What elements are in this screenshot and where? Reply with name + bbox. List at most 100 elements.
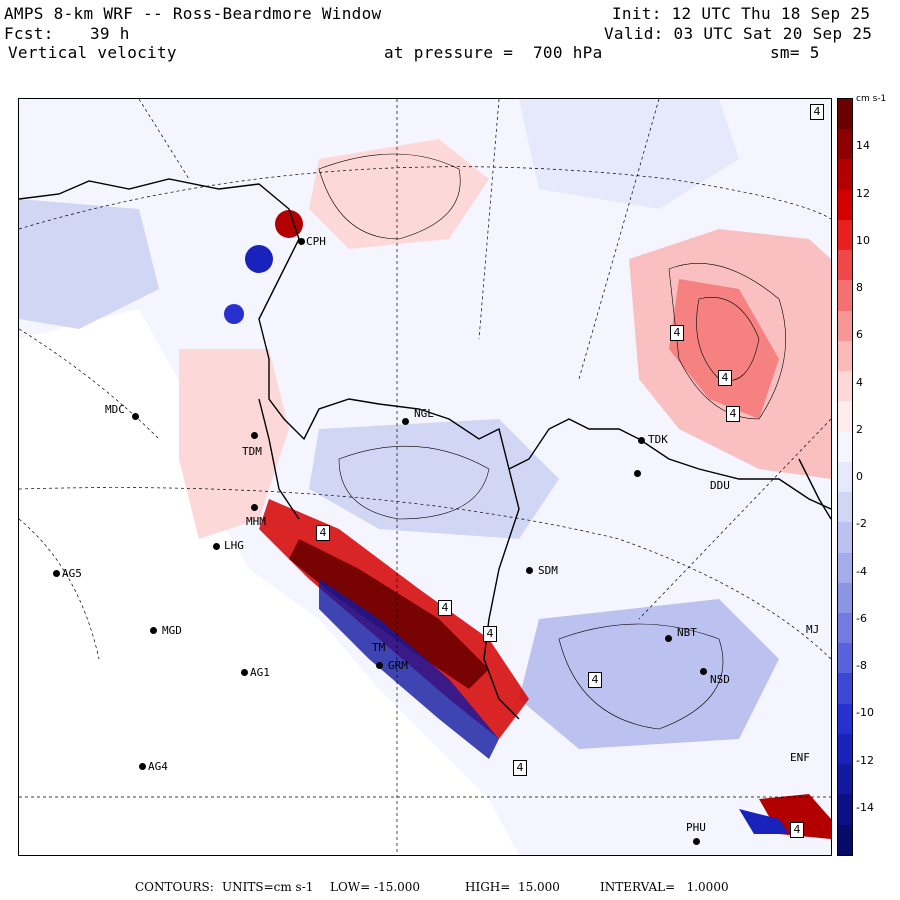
contour-lines [318,153,786,730]
colorbar-segment [838,250,852,281]
colorbar-segment [838,612,852,644]
colorbar-segment [838,371,852,402]
colorbar-segment [838,703,852,734]
contour-label: 4 [438,600,452,616]
contour-label: 4 [810,104,824,120]
downward-motion-region-northwest [19,199,159,329]
station-marker [251,504,258,511]
colorbar-tick-label: -10 [856,706,874,720]
station-label: NGL [414,407,434,420]
station-label: AG4 [148,760,168,773]
mountain-downdraft-band [319,579,499,759]
station-label: TDM [242,445,262,458]
station-marker [298,238,305,245]
colorbar-segment [838,280,852,311]
colorbar-tick-label: -6 [856,611,867,625]
colorbar-segment [838,461,852,493]
colorbar-tick-label: 14 [856,139,870,153]
forecast-hour: 39 h [90,24,130,43]
cph-updraft [275,210,303,238]
station-marker [402,418,409,425]
map-panel [18,98,832,856]
valid-time: Valid: 03 UTC Sat 20 Sep 25 [604,24,873,43]
station-marker [526,567,533,574]
colorbar-segment [838,643,852,674]
station-label: PHU [686,821,706,834]
colorbar-segment [838,159,852,190]
station-label: AG1 [250,666,270,679]
downward-motion-region-center [309,419,559,539]
map-canvas [19,99,831,855]
station-marker [376,662,383,669]
cph-downdraft [245,245,273,273]
footer-contours-label: CONTOURS: [135,880,214,894]
colorbar-segment [838,189,852,220]
colorbar-segment [838,733,852,765]
init-time: Init: 12 UTC Thu 18 Sep 25 [612,4,871,23]
station-marker [139,763,146,770]
station-marker [665,635,672,642]
ice-shelf-area [19,309,519,855]
colorbar-tick-label: 6 [856,328,863,342]
footer-low: LOW= -15.000 [330,880,421,894]
latlon-grid [19,99,831,855]
colorbar-tick-label: 4 [856,375,863,389]
station-label: GRM [388,659,408,672]
contour-label: 4 [316,525,330,541]
colorbar-tick-label: -14 [856,800,874,814]
contour-label: 4 [483,626,497,642]
contour-label: 4 [790,822,804,838]
upward-motion-core-east [669,279,779,419]
colorbar-tick-label: -8 [856,659,867,672]
colorbar-segment [838,582,852,613]
station-label: LHG [224,539,244,552]
colorbar-tick-label: -4 [856,564,867,578]
downward-motion-region-south [519,599,779,749]
footer-interval: INTERVAL= 1.0000 [600,880,729,894]
upward-motion-region-north [309,139,489,249]
station-label: MJ [806,623,820,636]
colorbar-units: cm s-1 [856,94,887,104]
colorbar-segment [838,340,852,372]
colorbar-segment [838,129,852,160]
colorbar-segment [838,401,852,432]
colorbar-segment [838,673,852,704]
station-marker [132,413,139,420]
footer-units: UNITS=cm s-1 [222,880,314,894]
mountain-updraft-core [289,539,489,689]
field-name: Vertical velocity [8,43,177,62]
station-label: MDC [105,403,125,416]
forecast-label: Fcst: [4,24,54,43]
upward-motion-region-west [179,349,289,539]
colorbar-segment [838,431,852,462]
station-label: TDK [648,433,668,446]
smoothing-value: sm= 5 [770,43,820,62]
station-label: SDM [538,564,558,577]
station-marker [251,432,258,439]
station-label: MHM [246,515,266,528]
colorbar-tick-label: 12 [856,186,870,200]
colorbar-tick-label: 10 [856,233,870,247]
plot-title: AMPS 8-km WRF -- Ross-Beardmore Window [4,4,382,23]
station-label: MGD [162,624,182,637]
colorbar-segment [838,219,852,251]
contour-label: 4 [513,760,527,776]
colorbar-segment [838,794,852,825]
contour-label: 4 [588,672,602,688]
corner-downdraft [739,809,789,834]
contour-label: 4 [726,406,740,422]
station-label: DDU [710,479,730,492]
station-marker [241,669,248,676]
station-marker [700,668,707,675]
station-marker [638,437,645,444]
station-marker [634,470,641,477]
colorbar-tick-label: -2 [856,517,867,531]
colorbar-tick-label: 2 [856,422,863,436]
station-label: AG5 [62,567,82,580]
downward-motion-region-northeast [519,99,739,209]
colorbar-segment [838,492,852,523]
station-label: CPH [306,235,326,248]
colorbar-segment [838,99,852,130]
station-marker [53,570,60,577]
contour-label: 4 [670,325,684,341]
